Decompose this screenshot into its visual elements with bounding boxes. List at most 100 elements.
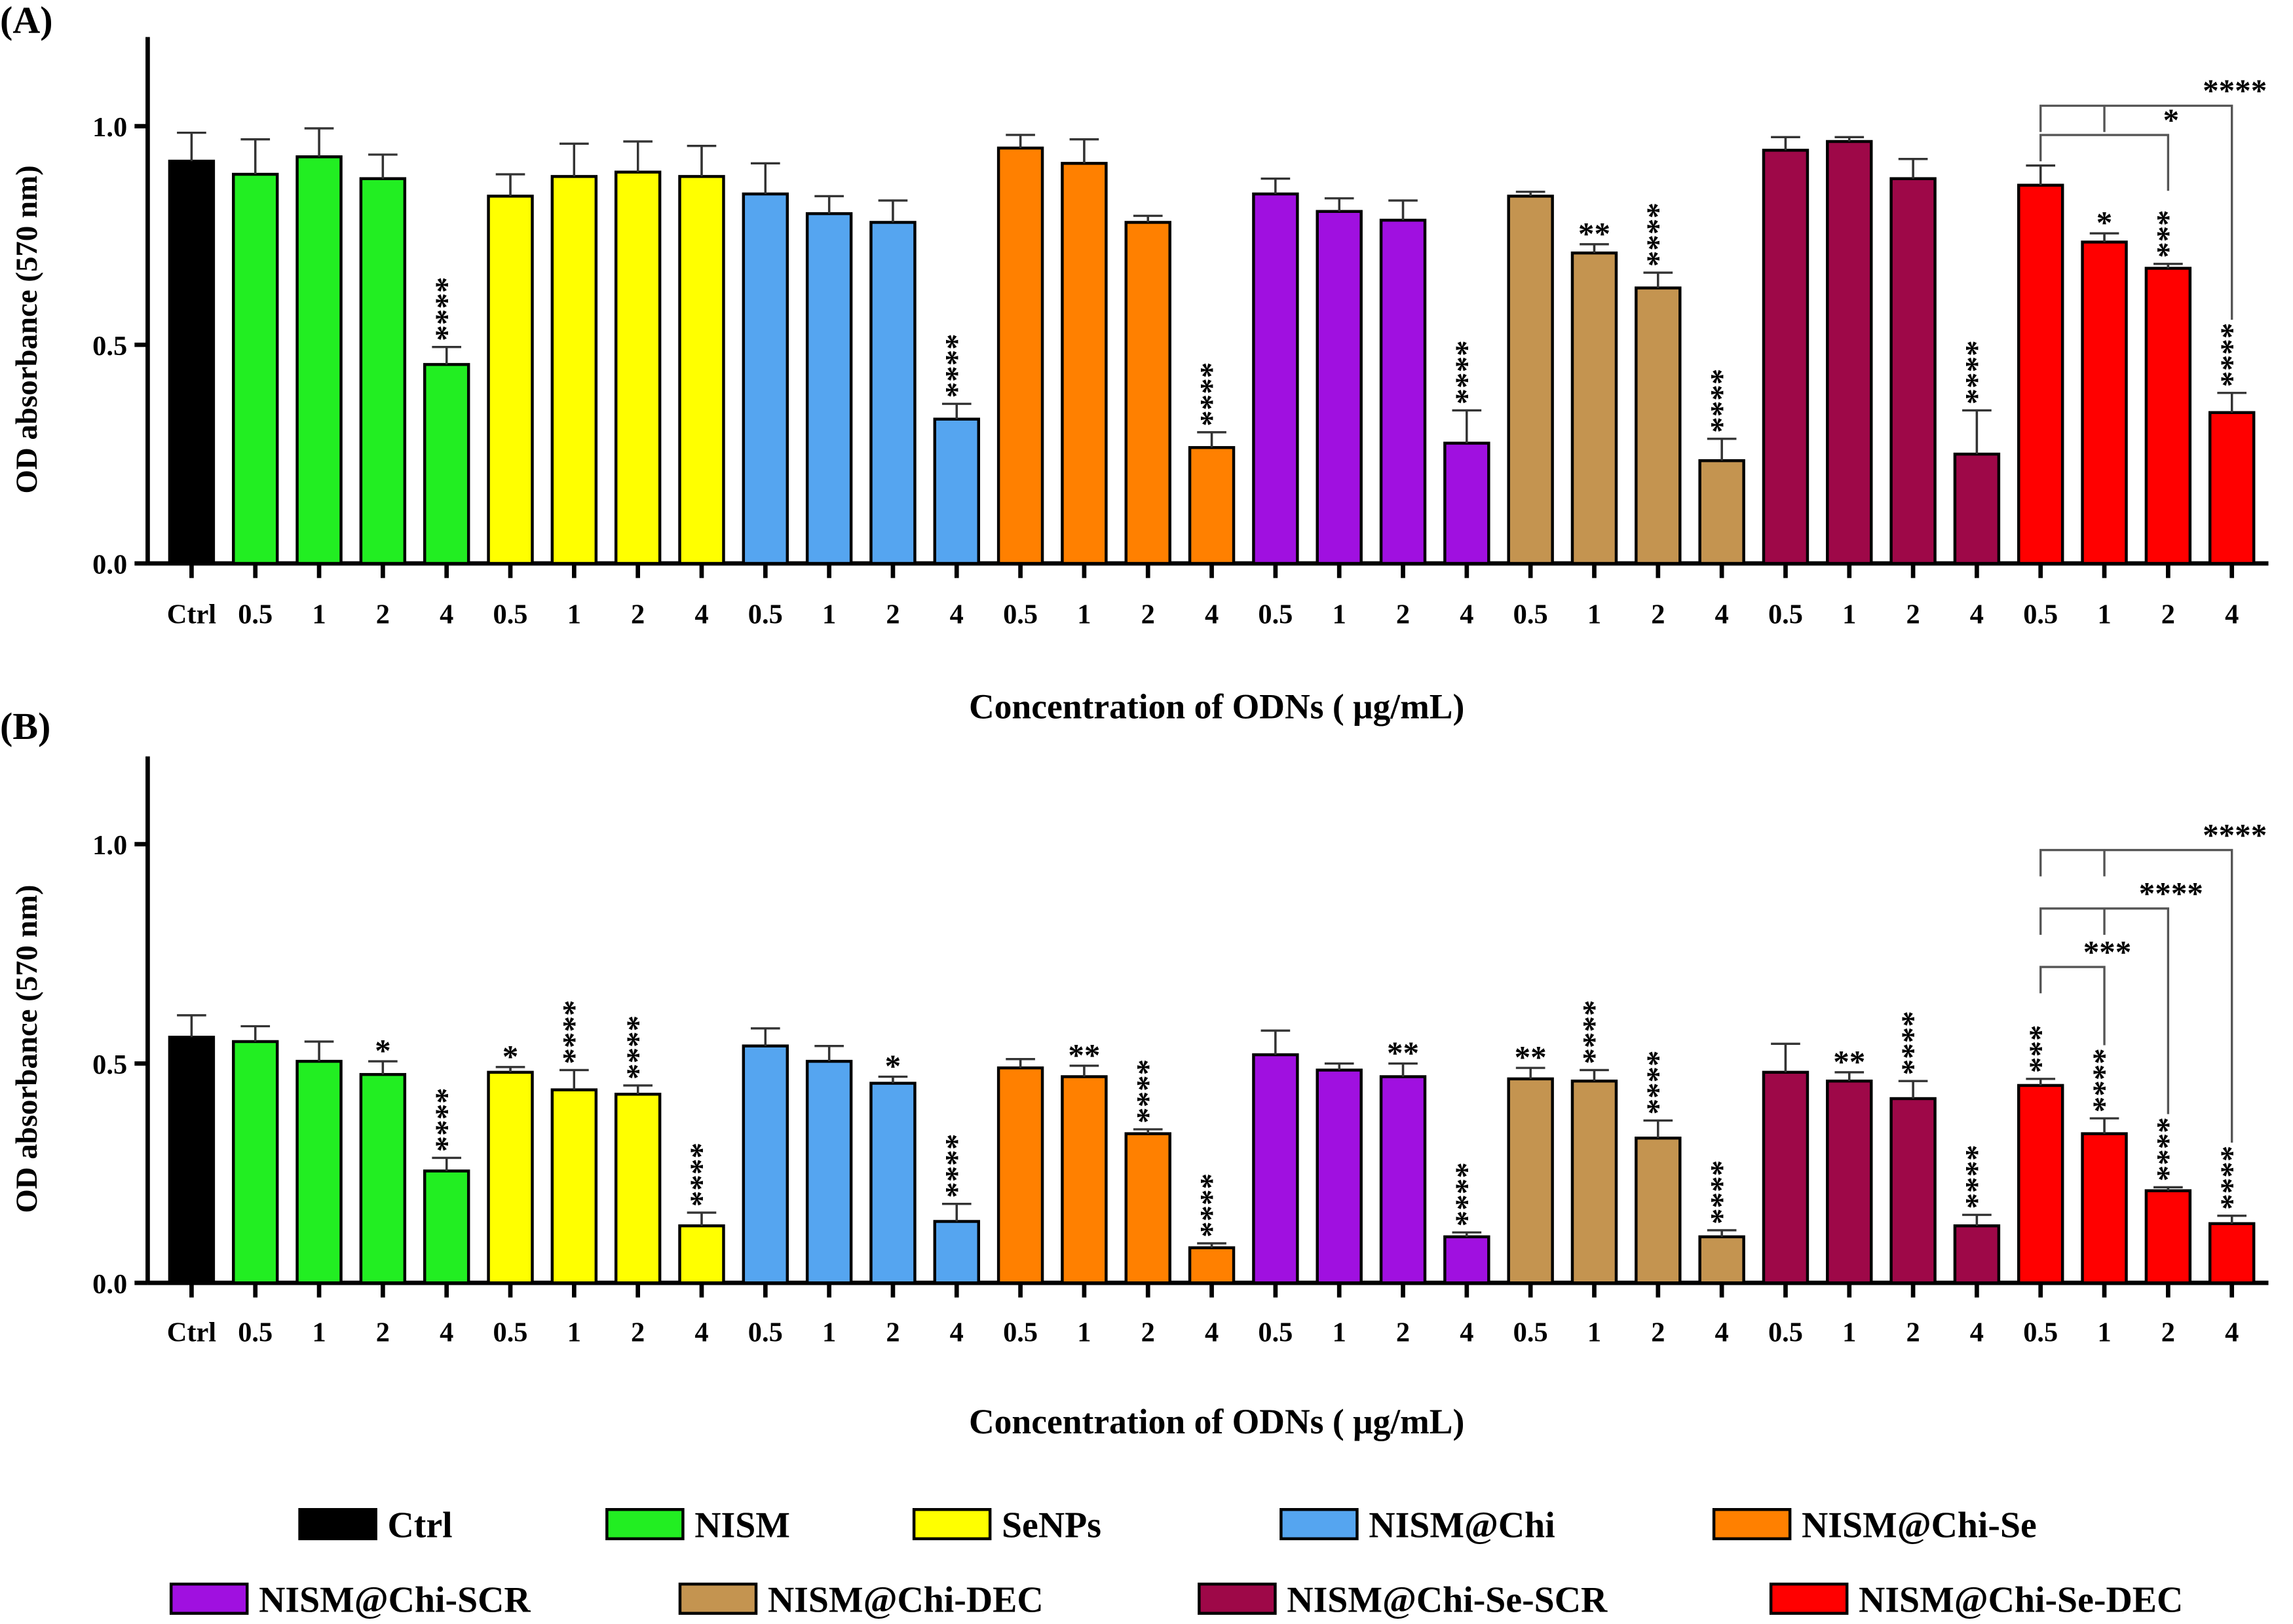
y-tick-label: 0.0 xyxy=(92,550,127,580)
y-axis-label: OD absorbance (570 nm) xyxy=(10,165,44,493)
x-tick-label: 2 xyxy=(376,599,390,630)
x-tick-label: Ctrl xyxy=(167,599,217,630)
bar-nism-chi-se-dec xyxy=(2017,183,2064,565)
x-tick-label: 2 xyxy=(1651,599,1665,630)
x-tick-label: 1 xyxy=(1842,1317,1856,1348)
legend-label: Ctrl xyxy=(388,1505,453,1546)
x-tick-label: 0.5 xyxy=(2023,599,2058,630)
x-tick-label: 1 xyxy=(567,1317,581,1348)
bar-nism-chi-se-scr xyxy=(1826,140,1873,565)
x-tick-label: 1 xyxy=(1587,1317,1601,1348)
bar-nism-chi-se-scr xyxy=(1762,1070,1810,1285)
legend-label: NISM@Chi xyxy=(1369,1505,1555,1546)
x-tick-label: 0.5 xyxy=(2023,1317,2058,1348)
bar-senps xyxy=(678,175,725,565)
significance-label: **** xyxy=(1895,1011,1931,1075)
bar-nism-chi-scr xyxy=(1252,1053,1299,1285)
significance-label: **** xyxy=(683,1142,719,1207)
legend-swatch xyxy=(298,1508,377,1541)
significance-label: **** xyxy=(1448,1162,1484,1226)
x-tick-label: 0.5 xyxy=(238,1317,273,1348)
bar-nism-chi-scr xyxy=(1379,1075,1427,1285)
significance-label: **** xyxy=(1639,1050,1675,1114)
significance-bracket xyxy=(2039,848,2233,1143)
legend-label: NISM xyxy=(694,1505,790,1546)
x-tick-label: 1 xyxy=(1077,1317,1091,1348)
x-tick-label: 4 xyxy=(950,599,964,630)
significance-label: **** xyxy=(1958,1144,1994,1209)
bar-nism xyxy=(423,363,470,565)
significance-label: *** xyxy=(2022,1025,2058,1073)
bar-senps xyxy=(550,1088,598,1285)
significance-bracket xyxy=(2039,966,2106,1046)
significance-label: ** xyxy=(1578,216,1610,252)
x-tick-label: 0.5 xyxy=(1258,599,1293,630)
x-tick-label: 0.5 xyxy=(1003,599,1038,630)
bar-nism-chi xyxy=(869,221,917,565)
x-tick-label: 1 xyxy=(2097,599,2111,630)
x-tick-label: 4 xyxy=(2225,1317,2239,1348)
bracket-label: **** xyxy=(2203,73,2267,109)
x-tick-label: 0.5 xyxy=(493,599,528,630)
significance-label: ** xyxy=(1515,1039,1547,1075)
x-tick-label: 1 xyxy=(1587,599,1601,630)
x-tick-label: 1 xyxy=(1333,1317,1346,1348)
x-tick-label: 4 xyxy=(1715,599,1729,630)
x-tick-label: 0.5 xyxy=(748,599,783,630)
bar-nism-chi-dec xyxy=(1698,1235,1745,1285)
significance-label: **** xyxy=(938,333,974,398)
legend-label: NISM@Chi-Se xyxy=(1802,1505,2037,1546)
x-tick-label: 0.5 xyxy=(1513,599,1548,630)
significance-label: **** xyxy=(556,1000,592,1064)
x-tick-label: 2 xyxy=(1396,599,1410,630)
bar-nism-chi-dec xyxy=(1570,251,1618,565)
bracket-label: *** xyxy=(2083,934,2132,970)
significance-label: **** xyxy=(1639,202,1675,267)
significance-label: **** xyxy=(428,277,464,341)
significance-label: * xyxy=(885,1048,901,1084)
x-tick-label: 2 xyxy=(886,599,900,630)
x-tick-label: 1 xyxy=(1842,599,1856,630)
significance-label: *** xyxy=(2150,210,2186,258)
bar-nism-chi-dec xyxy=(1507,1077,1554,1285)
bar-nism-chi-se-dec xyxy=(2081,240,2128,565)
x-tick-label: 0.5 xyxy=(493,1317,528,1348)
x-tick-label: 4 xyxy=(1205,599,1219,630)
bar-nism-chi-se xyxy=(1061,1075,1108,1285)
x-tick-label: 2 xyxy=(1906,599,1920,630)
significance-label: **** xyxy=(619,1015,655,1080)
legend-label: NISM@Chi-SCR xyxy=(259,1579,531,1620)
x-tick-label: 4 xyxy=(694,1317,708,1348)
x-tick-label: 2 xyxy=(2161,599,2175,630)
x-tick-label: 0.5 xyxy=(238,599,273,630)
legend-swatch xyxy=(912,1508,992,1541)
bracket-label: * xyxy=(2163,102,2180,138)
significance-label: **** xyxy=(2213,1146,2249,1210)
significance-label: **** xyxy=(1703,369,1739,433)
y-tick-label: 0.0 xyxy=(92,1269,127,1300)
bar-nism-chi-se-scr xyxy=(1953,452,2001,565)
x-tick-label: 2 xyxy=(631,599,645,630)
bar-ctrl xyxy=(168,159,216,565)
significance-label: ** xyxy=(1833,1044,1865,1080)
x-tick-label: 1 xyxy=(822,1317,836,1348)
bar-nism xyxy=(295,1059,343,1285)
x-tick-label: 1 xyxy=(312,1317,326,1348)
bar-nism-chi-scr xyxy=(1316,1068,1363,1285)
significance-bracket xyxy=(2039,134,2170,191)
x-tick-label: 2 xyxy=(1906,1317,1920,1348)
legend-swatch xyxy=(1712,1508,1792,1541)
legend-swatch xyxy=(169,1582,249,1615)
bar-nism-chi-se xyxy=(1188,445,1236,565)
x-tick-label: 4 xyxy=(1205,1317,1219,1348)
panel-label: (A) xyxy=(0,0,53,41)
x-tick-label: 1 xyxy=(822,599,836,630)
bar-nism-chi xyxy=(933,1220,980,1285)
bar-ctrl xyxy=(168,1036,216,1285)
significance-label: **** xyxy=(1958,340,1994,404)
bar-nism-chi-se-scr xyxy=(1889,1097,1937,1285)
significance-label: ** xyxy=(1068,1037,1100,1073)
x-tick-label: 1 xyxy=(2097,1317,2111,1348)
bar-nism-chi xyxy=(869,1082,917,1285)
significance-label: **** xyxy=(2213,323,2249,387)
